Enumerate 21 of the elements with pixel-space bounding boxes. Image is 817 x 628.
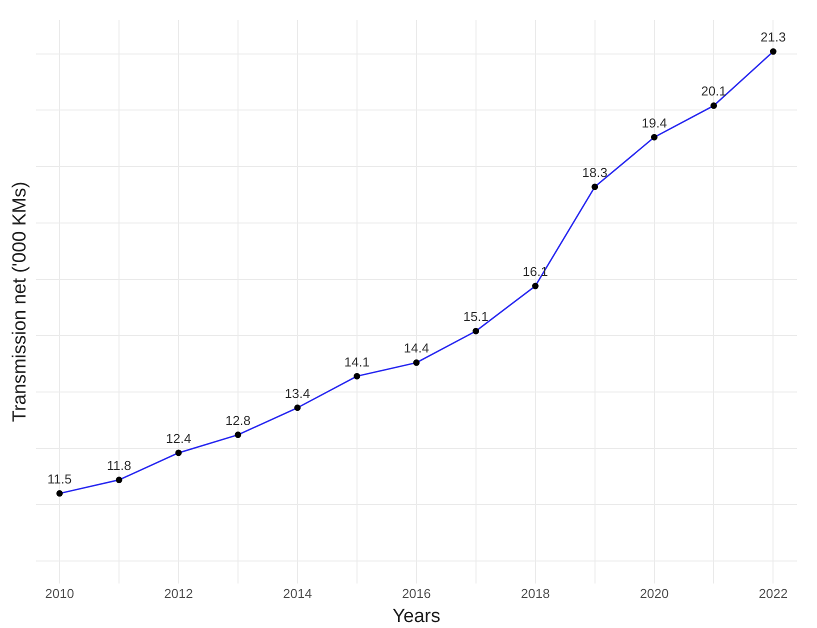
data-label: 21.3 bbox=[760, 30, 786, 45]
data-label: 18.3 bbox=[582, 164, 608, 180]
data-label: 15.1 bbox=[463, 309, 489, 324]
x-tick-label: 2012 bbox=[164, 586, 193, 601]
data-label: 12.8 bbox=[225, 412, 251, 428]
data-label: 19.4 bbox=[642, 115, 667, 130]
x-tick-label: 2016 bbox=[402, 586, 431, 601]
data-label: 13.4 bbox=[284, 386, 310, 401]
data-label: 14.1 bbox=[344, 354, 370, 370]
data-label: 11.8 bbox=[106, 458, 132, 473]
data-label: 11.5 bbox=[47, 472, 72, 486]
y-axis-title: Transmission net ('000 KMs) bbox=[10, 182, 31, 422]
data-label: 20.1 bbox=[701, 84, 726, 99]
data-label: 14.4 bbox=[404, 340, 430, 356]
x-tick-label: 2020 bbox=[640, 586, 669, 601]
x-axis-title: Years bbox=[392, 606, 440, 627]
x-tick-label: 2014 bbox=[283, 586, 312, 601]
data-label: 12.4 bbox=[166, 430, 192, 446]
x-tick-label: 2018 bbox=[520, 586, 550, 601]
x-tick-label: 2010 bbox=[45, 586, 74, 601]
x-tick-label: 2022 bbox=[758, 586, 788, 601]
